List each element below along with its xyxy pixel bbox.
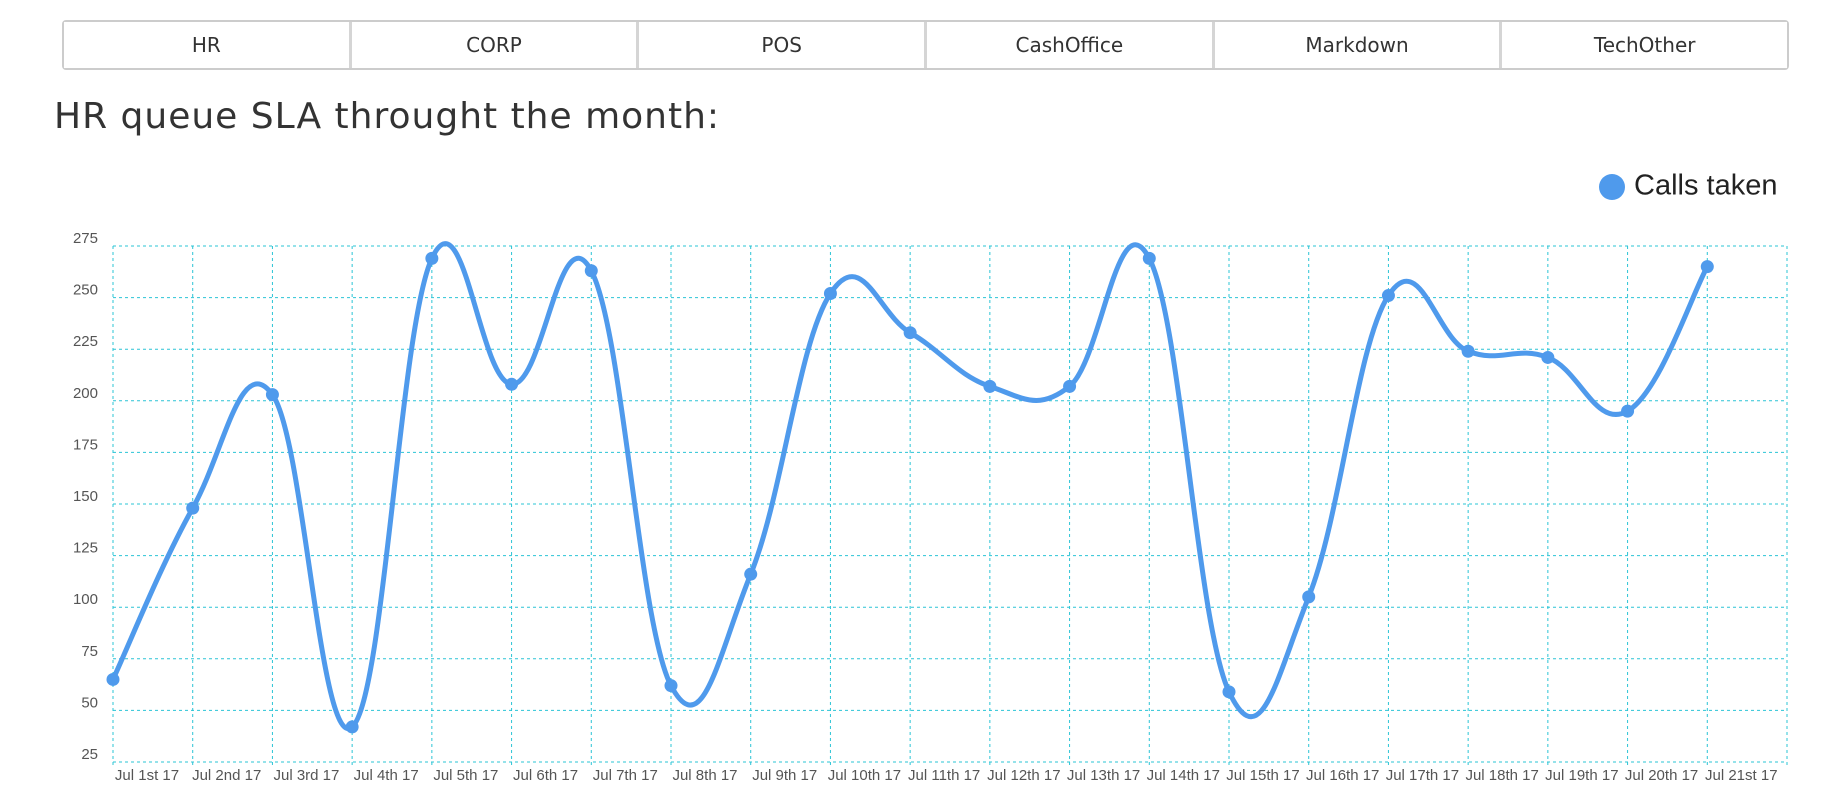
y-tick-label: 275 <box>73 230 98 247</box>
point <box>823 286 837 300</box>
point <box>584 264 598 278</box>
point <box>1461 344 1475 358</box>
x-tick-label: Jul 18th 17 <box>1465 767 1538 784</box>
y-tick-label: 25 <box>81 746 98 763</box>
x-tick-label: Jul 9th 17 <box>752 767 817 784</box>
x-tick-label: Jul 11th 17 <box>908 767 980 784</box>
tab-button[interactable]: POS <box>639 22 928 68</box>
point <box>186 501 200 515</box>
x-tick-label: Jul 10th 17 <box>828 767 901 784</box>
tab-button[interactable]: Markdown <box>1214 22 1503 68</box>
point <box>664 679 678 693</box>
point <box>744 567 758 581</box>
tab-button[interactable]: CashOffice <box>927 22 1215 68</box>
x-tick-label: Jul 6th 17 <box>513 767 578 784</box>
point <box>505 377 519 391</box>
tab-button[interactable]: TechOther <box>1502 22 1788 68</box>
y-tick-label: 225 <box>73 333 98 350</box>
x-tick-label: Jul 14th 17 <box>1147 767 1220 784</box>
x-tick-label: Jul 8th 17 <box>672 767 737 784</box>
point <box>1541 350 1555 364</box>
point <box>345 720 359 734</box>
point <box>1302 590 1316 604</box>
x-tick-label: Jul 1st 17 <box>115 767 179 784</box>
x-tick-label: Jul 15th 17 <box>1226 767 1299 784</box>
point <box>265 388 279 402</box>
x-tick-label: Jul 19th 17 <box>1545 767 1618 784</box>
tab-bar: HR CORP POS CashOffice Markdown TechOther <box>62 20 1789 70</box>
point <box>903 326 917 340</box>
x-tick-label: Jul 4th 17 <box>354 767 419 784</box>
y-tick-label: 125 <box>73 540 98 557</box>
y-tick-label: 100 <box>73 591 98 608</box>
y-tick-label: 250 <box>73 282 98 299</box>
y-tick-label: 50 <box>81 694 98 711</box>
point <box>1700 260 1714 274</box>
y-tick-label: 75 <box>81 643 98 660</box>
x-tick-label: Jul 13th 17 <box>1067 767 1140 784</box>
y-tick-label: 175 <box>73 436 98 453</box>
point <box>1142 251 1156 265</box>
chart-title: HR queue SLA throught the month: <box>54 96 721 137</box>
x-tick-label: Jul 16th 17 <box>1306 767 1379 784</box>
point <box>1621 404 1635 418</box>
x-tick-label: Jul 17th 17 <box>1386 767 1459 784</box>
x-tick-label: Jul 21st 17 <box>1705 767 1778 784</box>
tab-button[interactable]: CORP <box>351 22 640 68</box>
x-tick-label: Jul 2nd 17 <box>192 767 261 784</box>
point <box>425 251 439 265</box>
x-tick-label: Jul 12th 17 <box>987 767 1060 784</box>
tab-button[interactable]: HR <box>64 22 352 68</box>
point <box>1222 685 1236 699</box>
x-tick-label: Jul 20th 17 <box>1625 767 1698 784</box>
point <box>1063 379 1077 393</box>
x-tick-label: Jul 3rd 17 <box>273 767 339 784</box>
y-tick-label: 200 <box>73 385 98 402</box>
point <box>106 672 120 686</box>
legend-marker <box>1599 174 1625 200</box>
point <box>983 379 997 393</box>
x-tick-label: Jul 5th 17 <box>433 767 498 784</box>
legend-label: Calls taken <box>1634 170 1777 202</box>
point <box>1381 289 1395 303</box>
y-tick-label: 150 <box>73 488 98 505</box>
x-tick-label: Jul 7th 17 <box>593 767 658 784</box>
